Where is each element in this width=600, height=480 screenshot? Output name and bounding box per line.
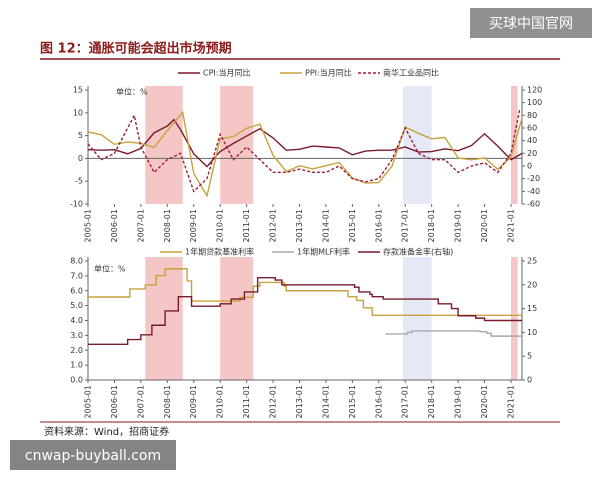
- y-tick-label: 6.0: [70, 286, 83, 295]
- y-tick-label: 0: [78, 154, 83, 163]
- x-tick-label: 2009-01: [189, 385, 198, 418]
- x-tick-label: 2016-01: [374, 209, 383, 242]
- x-tick-label: 2005-01: [84, 209, 93, 242]
- highlight-band: [510, 257, 518, 380]
- x-tick-label: 2020-01: [480, 209, 489, 242]
- x-tick-label: 2019-01: [454, 209, 463, 242]
- x-tick-label: 2018-01: [427, 385, 436, 418]
- source: 资料来源：Wind，招商证券: [44, 425, 169, 438]
- x-tick-label: 2005-01: [84, 385, 93, 418]
- x-tick-label: 2021-01: [506, 385, 515, 418]
- x-tick-label: 2015-01: [348, 385, 357, 418]
- legend-label: CPI:当月同比: [203, 68, 250, 78]
- y-tick-label: -10: [70, 200, 83, 209]
- x-tick-label: 2011-01: [242, 385, 251, 418]
- y-tick-label: 2.0: [70, 346, 83, 355]
- x-tick-label: 2008-01: [163, 209, 172, 242]
- unit-label: 单位：%: [94, 264, 126, 274]
- watermark-box: [470, 8, 592, 38]
- x-tick-label: 2021-01: [506, 209, 515, 242]
- y-tick-label: 5: [78, 131, 83, 140]
- y-tick-label: 1.0: [70, 361, 83, 370]
- y-tick-label: 0.0: [70, 376, 83, 385]
- series-line: [87, 110, 523, 198]
- x-tick-label: 2012-01: [269, 385, 278, 418]
- highlight-band: [403, 257, 432, 380]
- y2-tick-label: 60: [527, 124, 537, 133]
- y2-tick-label: 5: [527, 352, 532, 361]
- highlight-band: [220, 257, 254, 380]
- x-tick-label: 2013-01: [295, 385, 304, 418]
- y2-tick-label: -60: [527, 200, 540, 209]
- x-tick-label: 2008-01: [163, 385, 172, 418]
- series-line: [385, 330, 522, 337]
- x-tick-label: 2020-01: [480, 385, 489, 418]
- x-tick-label: 2015-01: [348, 209, 357, 242]
- x-tick-label: 2018-01: [427, 209, 436, 242]
- y2-tick-label: 0: [527, 376, 532, 385]
- y-tick-label: 4.0: [70, 316, 83, 325]
- y2-tick-label: 10: [527, 328, 537, 337]
- y2-tick-label: 120: [527, 86, 542, 95]
- y-tick-label: 15: [73, 86, 83, 95]
- y2-tick-label: 20: [527, 149, 537, 158]
- series-line: [88, 276, 522, 345]
- y-tick-label: 7.0: [70, 271, 83, 280]
- unit-label: 单位：%: [116, 87, 148, 97]
- x-tick-label: 2006-01: [110, 385, 119, 418]
- y-tick-label: 3.0: [70, 331, 83, 340]
- legend-label: PPI:当月同比: [305, 68, 352, 78]
- highlight-band: [403, 86, 432, 204]
- series-line: [87, 108, 521, 193]
- legend-label: 南华工业品同比: [383, 68, 439, 78]
- x-tick-label: 2014-01: [321, 209, 330, 242]
- y2-tick-label: 40: [527, 136, 537, 145]
- chart-title: 图 12：通胀可能会超出市场预期: [40, 41, 232, 57]
- x-tick-label: 2009-01: [189, 209, 198, 242]
- y2-tick-label: -40: [527, 187, 540, 196]
- x-tick-label: 2006-01: [110, 209, 119, 242]
- y2-tick-label: -20: [527, 174, 540, 183]
- y2-tick-label: 20: [527, 280, 537, 289]
- x-tick-label: 2011-01: [242, 209, 251, 242]
- watermark-box: [10, 440, 176, 470]
- highlight-band: [145, 257, 183, 380]
- legend-label: 存款准备金率(右轴): [383, 247, 453, 257]
- y-tick-label: 10: [73, 108, 83, 117]
- y2-tick-label: 80: [527, 111, 537, 120]
- x-tick-label: 2012-01: [269, 209, 278, 242]
- x-tick-label: 2010-01: [216, 385, 225, 418]
- legend-label: 1年期贷款基准利率: [185, 247, 254, 257]
- x-tick-label: 2014-01: [321, 385, 330, 418]
- y2-tick-label: 100: [527, 98, 542, 107]
- y-tick-label: -5: [75, 177, 83, 186]
- y2-tick-label: 15: [527, 304, 537, 313]
- y2-tick-label: 25: [527, 257, 537, 266]
- x-tick-label: 2019-01: [454, 385, 463, 418]
- x-tick-label: 2017-01: [401, 209, 410, 242]
- x-tick-label: 2010-01: [216, 209, 225, 242]
- x-tick-label: 2016-01: [374, 385, 383, 418]
- y2-tick-label: 0: [527, 162, 532, 171]
- x-tick-label: 2007-01: [136, 209, 145, 242]
- legend-label: 1年期MLF利率: [297, 247, 350, 257]
- x-tick-label: 2013-01: [295, 209, 304, 242]
- y-tick-label: 8.0: [70, 257, 83, 266]
- highlight-band: [220, 86, 254, 204]
- x-tick-label: 2007-01: [136, 385, 145, 418]
- y-tick-label: 5.0: [70, 301, 83, 310]
- series-line: [87, 118, 523, 168]
- x-tick-label: 2017-01: [401, 385, 410, 418]
- watermark: 买球中国官网: [489, 16, 573, 32]
- highlight-band: [145, 86, 183, 204]
- watermark: cnwap-buyball.com: [25, 448, 161, 464]
